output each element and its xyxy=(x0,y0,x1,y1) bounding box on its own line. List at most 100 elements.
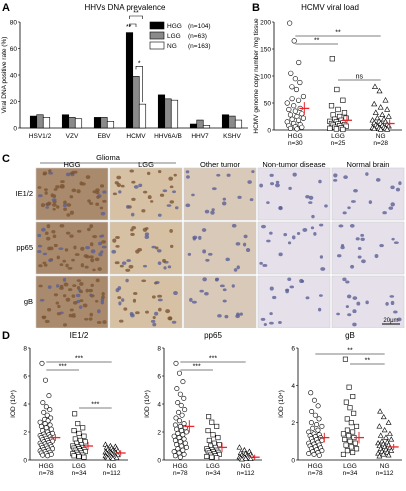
data-point-hgg xyxy=(42,421,48,427)
data-point-ng xyxy=(241,447,248,453)
bar-ng xyxy=(202,125,211,129)
cell-nucleus xyxy=(52,234,57,239)
chart-title: gB xyxy=(345,331,355,340)
cell-nucleus xyxy=(42,261,47,265)
cell-nucleus xyxy=(63,200,67,205)
cell-nucleus xyxy=(389,295,395,298)
bar-hgg xyxy=(125,32,134,129)
cell-nucleus xyxy=(129,311,134,316)
cell-nucleus xyxy=(126,205,130,209)
cell-nucleus xyxy=(78,290,84,294)
cell-nucleus xyxy=(37,186,42,189)
cell-nucleus xyxy=(99,184,105,188)
legend-n: (n=63) xyxy=(188,33,207,40)
data-point-ng xyxy=(376,87,383,94)
data-point-lgg xyxy=(352,440,358,446)
cell-nucleus xyxy=(60,180,65,184)
cell-nucleus xyxy=(46,224,51,229)
sig-label: *** xyxy=(59,364,67,371)
x-tick-label: LGG xyxy=(72,463,86,470)
cell-nucleus xyxy=(58,247,64,250)
cell-nucleus xyxy=(154,280,160,285)
cell-nucleus xyxy=(313,232,317,236)
y-tick-label: 150 xyxy=(260,47,271,54)
data-point-lgg xyxy=(210,432,216,438)
sig-label: *** xyxy=(209,356,217,363)
bar-lgg xyxy=(196,119,204,129)
cell-nucleus xyxy=(225,257,230,262)
data-point-hgg xyxy=(175,400,181,406)
data-point-lgg xyxy=(354,423,360,429)
cell-nucleus xyxy=(94,257,100,262)
data-point-lgg xyxy=(335,106,341,113)
legend-swatch-ng xyxy=(149,41,165,50)
data-point-lgg xyxy=(344,416,350,422)
cell-nucleus xyxy=(365,172,369,176)
data-point-lgg xyxy=(343,399,349,405)
micrograph-tile xyxy=(257,221,331,275)
cell-nucleus xyxy=(360,237,365,242)
bar-ng xyxy=(42,117,51,129)
data-point-hgg xyxy=(181,436,187,442)
legend-label: HGG xyxy=(167,23,182,30)
x-tick-label: HHV7 xyxy=(191,133,209,140)
group-n-label: n=78 xyxy=(173,470,188,477)
data-point-ng xyxy=(236,444,243,450)
data-point-hgg xyxy=(176,435,182,441)
cell-nucleus xyxy=(118,190,122,194)
cell-nucleus xyxy=(299,278,304,284)
sig-label: ** xyxy=(335,30,341,37)
cell-nucleus xyxy=(222,197,227,201)
row-label: pp65 xyxy=(16,243,33,252)
data-point-lgg xyxy=(329,56,335,62)
data-point-hgg xyxy=(300,93,307,100)
data-point-lgg xyxy=(334,86,340,93)
cell-nucleus xyxy=(76,279,82,282)
data-point-ng xyxy=(377,126,384,132)
y-tick-label: 0 xyxy=(13,126,17,133)
cell-nucleus xyxy=(63,207,68,211)
data-point-lgg xyxy=(342,356,348,362)
cell-nucleus xyxy=(99,235,103,238)
cell-nucleus xyxy=(101,245,107,249)
cell-nucleus xyxy=(211,208,215,212)
data-point-hgg xyxy=(286,106,292,113)
cell-nucleus xyxy=(142,227,148,232)
cell-nucleus xyxy=(98,252,103,257)
cell-nucleus xyxy=(74,253,80,256)
cell-nucleus xyxy=(42,172,47,176)
data-point-hgg xyxy=(314,422,320,428)
data-point-hgg xyxy=(179,443,185,449)
cell-nucleus xyxy=(385,301,389,306)
y-tick-label: 0 xyxy=(267,128,271,135)
y-tick-label: 100 xyxy=(260,74,271,81)
cell-nucleus xyxy=(192,237,196,241)
cell-nucleus xyxy=(224,314,229,319)
data-point-lgg xyxy=(81,454,87,460)
cell-nucleus xyxy=(317,307,322,312)
y-tick-label: 60 xyxy=(10,46,18,53)
cell-nucleus xyxy=(189,297,193,302)
data-point-hgg xyxy=(316,416,322,422)
cell-nucleus xyxy=(47,285,52,289)
cell-nucleus xyxy=(350,200,356,203)
data-point-ng xyxy=(383,434,389,440)
data-point-hgg xyxy=(173,360,179,366)
cell-nucleus xyxy=(173,173,177,177)
panel-letter-b: B xyxy=(252,2,260,14)
cell-nucleus xyxy=(130,232,135,236)
cell-nucleus xyxy=(135,311,140,315)
cell-nucleus xyxy=(133,292,138,295)
cell-nucleus xyxy=(50,193,54,198)
data-point-hgg xyxy=(184,429,190,435)
sig-label: *** xyxy=(91,402,99,409)
y-tick-label: 0 xyxy=(291,458,295,465)
cell-nucleus xyxy=(55,284,60,288)
data-point-hgg xyxy=(306,450,312,456)
cell-nucleus xyxy=(147,195,152,200)
data-point-hgg xyxy=(297,79,303,86)
cell-nucleus xyxy=(144,235,150,239)
cell-nucleus xyxy=(169,185,174,189)
cell-nucleus xyxy=(67,267,73,270)
cell-nucleus xyxy=(114,261,120,265)
